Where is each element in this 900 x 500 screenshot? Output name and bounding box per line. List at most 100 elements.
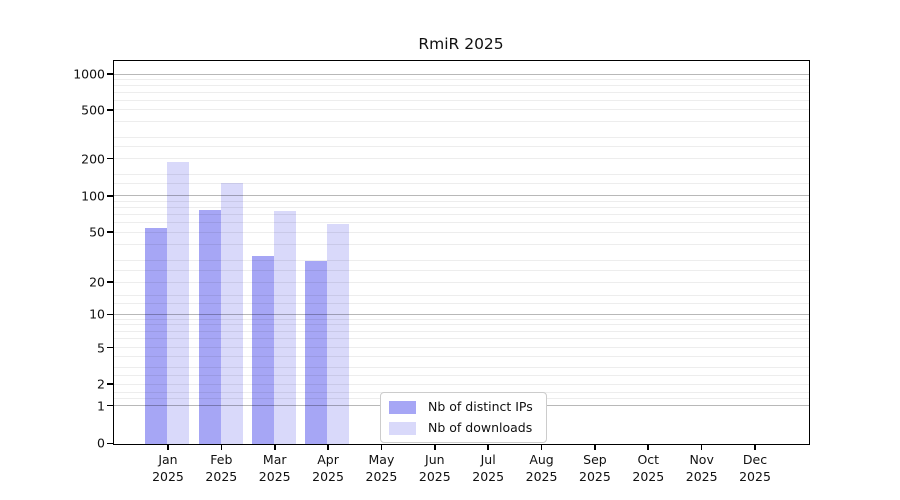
- bar-apr-downloads: [327, 224, 350, 444]
- gridline-40: [114, 243, 809, 245]
- gridline-25: [114, 269, 809, 271]
- y-tick-label-1: 1: [97, 398, 105, 414]
- y-tick-mark-1000: [107, 73, 113, 75]
- gridline-800: [114, 85, 809, 87]
- x-tick-label-mar: Mar 2025: [259, 451, 291, 485]
- legend-label-distinct-ips: Nb of distinct IPs: [428, 399, 533, 414]
- gridline-400: [114, 121, 809, 123]
- x-tick-year: 2025: [312, 469, 344, 484]
- y-tick-label-10: 10: [89, 306, 105, 322]
- y-tick-label-100: 100: [81, 188, 105, 204]
- y-tick-mark-50: [107, 231, 113, 234]
- gridline-250: [114, 146, 809, 148]
- x-tick-year: 2025: [365, 469, 398, 484]
- gridline-5: [114, 346, 809, 348]
- x-tick-year: 2025: [685, 469, 718, 484]
- gridline-15: [114, 294, 809, 296]
- x-tick-month: Jun: [425, 452, 445, 467]
- x-tick-mark-jun: [434, 445, 436, 450]
- x-tick-month: Jul: [480, 452, 496, 467]
- gridline-4: [114, 355, 809, 357]
- y-tick-mark-10: [107, 313, 113, 316]
- x-tick-mark-dec: [754, 445, 756, 450]
- y-tick-label-200: 200: [81, 151, 105, 167]
- x-tick-mark-oct: [647, 445, 650, 450]
- x-tick-month: Dec: [742, 452, 768, 467]
- gridline-20: [114, 281, 809, 283]
- y-tick-mark-0: [107, 442, 113, 445]
- gridline-2: [114, 383, 809, 385]
- x-tick-label-dec: Dec 2025: [739, 451, 771, 485]
- gridline-200: [114, 157, 809, 159]
- x-tick-month: Jan: [158, 452, 178, 467]
- gridline-8: [114, 324, 809, 326]
- x-tick-year: 2025: [739, 469, 771, 484]
- x-tick-year: 2025: [205, 469, 238, 484]
- x-tick-month: Nov: [689, 452, 714, 467]
- y-tick-label-50: 50: [89, 224, 105, 240]
- gridline-6: [114, 338, 809, 340]
- legend: Nb of distinct IPs Nb of downloads: [380, 392, 547, 443]
- gridline-1000: [114, 73, 809, 75]
- gridline-70: [114, 214, 809, 216]
- gridline-10: [114, 313, 809, 315]
- gridline-3: [114, 367, 809, 369]
- x-tick-month: Sep: [583, 452, 607, 467]
- legend-item-distinct-ips: Nb of distinct IPs: [389, 399, 538, 415]
- gridline-600: [114, 100, 809, 102]
- legend-swatch-downloads: [389, 421, 416, 435]
- gridline-30: [114, 259, 809, 261]
- x-tick-month: Apr: [317, 452, 339, 467]
- y-tick-label-20: 20: [89, 274, 105, 290]
- gridline-90: [114, 200, 809, 202]
- y-tick-mark-5: [107, 346, 113, 349]
- y-tick-mark-20: [107, 281, 113, 284]
- chart-title: RmiR 2025: [418, 35, 504, 53]
- legend-label-downloads: Nb of downloads: [428, 420, 533, 435]
- gridline-500: [114, 109, 809, 111]
- y-tick-label-0: 0: [97, 435, 105, 451]
- gridline-80: [114, 207, 809, 209]
- x-tick-year: 2025: [579, 469, 611, 484]
- x-tick-label-jan: Jan 2025: [152, 451, 184, 485]
- x-tick-month: Mar: [262, 452, 287, 467]
- gridline-100: [114, 195, 809, 197]
- x-tick-mark-jul: [487, 445, 489, 450]
- x-tick-label-oct: Oct 2025: [632, 451, 664, 485]
- bar-feb-distinct-ips: [198, 209, 221, 444]
- legend-swatch-distinct-ips: [389, 400, 416, 414]
- x-tick-year: 2025: [152, 469, 184, 484]
- x-tick-year: 2025: [258, 469, 291, 484]
- y-tick-label-1000: 1000: [73, 66, 105, 82]
- y-tick-mark-100: [107, 195, 113, 197]
- legend-item-downloads: Nb of downloads: [389, 420, 538, 436]
- y-tick-label-5: 5: [97, 340, 105, 356]
- x-tick-month: Aug: [529, 452, 554, 467]
- gridline-7: [114, 330, 809, 332]
- x-tick-mark-mar: [273, 445, 276, 450]
- x-tick-label-may: May 2025: [366, 451, 398, 485]
- gridline-50: [114, 231, 809, 233]
- x-tick-year: 2025: [632, 469, 665, 484]
- bar-mar-downloads: [274, 210, 297, 444]
- y-tick-mark-2: [107, 383, 113, 385]
- x-tick-label-aug: Aug 2025: [526, 451, 558, 485]
- x-tick-mark-nov: [700, 445, 703, 450]
- bar-mar-distinct-ips: [252, 255, 275, 444]
- gridline-2.5: [114, 374, 809, 376]
- x-tick-mark-apr: [327, 445, 329, 450]
- bar-feb-downloads: [220, 183, 243, 444]
- x-tick-label-jul: Jul 2025: [472, 451, 504, 485]
- x-tick-month: Feb: [210, 452, 233, 467]
- y-tick-label-500: 500: [81, 102, 105, 118]
- gridline-60: [114, 222, 809, 224]
- x-tick-year: 2025: [472, 469, 505, 484]
- x-tick-mark-feb: [220, 445, 223, 450]
- bar-jan-distinct-ips: [145, 227, 168, 444]
- x-tick-label-sep: Sep 2025: [579, 451, 611, 485]
- x-tick-label-feb: Feb 2025: [205, 451, 237, 485]
- gridline-900: [114, 79, 809, 81]
- x-tick-month: May: [368, 452, 395, 467]
- x-tick-year: 2025: [525, 469, 558, 484]
- x-tick-month: Oct: [637, 452, 660, 467]
